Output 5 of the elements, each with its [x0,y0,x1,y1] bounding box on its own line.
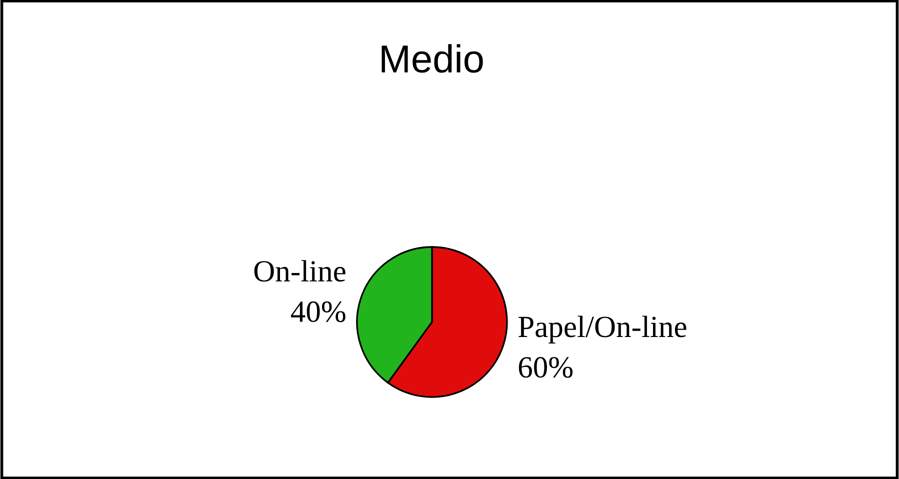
data-label: 60% [518,357,573,378]
data-label: 40% [290,301,346,322]
chart-title: Medio [382,44,483,73]
slice-label: On-line [254,260,346,282]
slice-label: Papel/On-line [518,316,686,344]
